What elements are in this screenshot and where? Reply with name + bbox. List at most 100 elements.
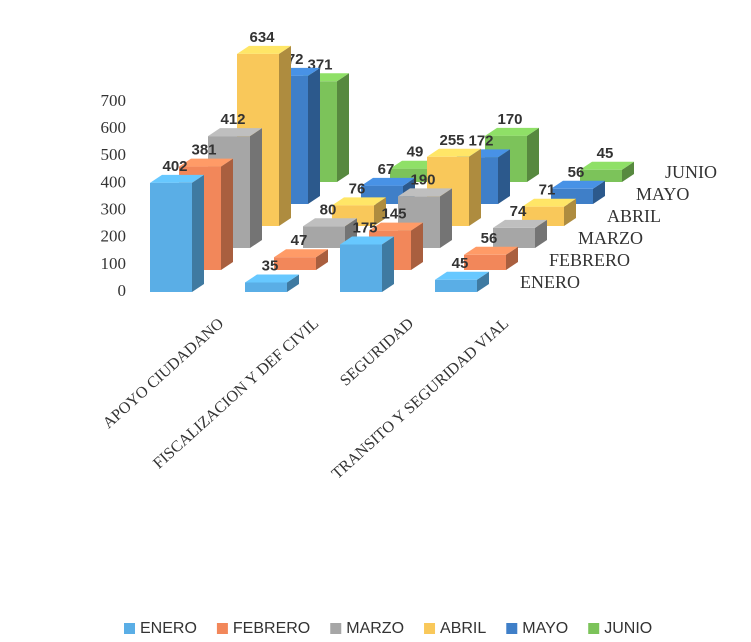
bar-side: [498, 149, 510, 204]
bar-side: [440, 188, 452, 248]
legend-swatch: [588, 623, 600, 634]
y-tick-label: 100: [101, 254, 127, 273]
bar-side: [308, 67, 320, 204]
bar-side: [221, 158, 233, 270]
y-tick-label: 300: [101, 199, 127, 218]
bar: [340, 244, 382, 292]
value-label: 71: [539, 182, 556, 199]
bar-side: [411, 222, 423, 270]
bar-side: [192, 174, 204, 292]
value-label: 145: [381, 206, 406, 223]
depth-label: JUNIO: [665, 162, 717, 182]
bar-top: [493, 219, 547, 228]
y-tick-label: 0: [118, 281, 127, 300]
value-label: 45: [452, 255, 469, 272]
bar-side: [622, 161, 634, 182]
bar-side: [469, 148, 481, 226]
depth-label: MARZO: [578, 228, 643, 248]
y-tick-label: 500: [101, 145, 127, 164]
depth-label: ABRIL: [607, 206, 661, 226]
bar-top: [245, 274, 299, 283]
value-label: 381: [191, 142, 216, 159]
legend-swatch: [124, 623, 135, 634]
value-label: 190: [410, 171, 435, 188]
bar: [464, 254, 506, 270]
value-label: 67: [378, 161, 395, 178]
legend-swatch: [506, 623, 518, 634]
bar-side: [374, 197, 386, 226]
bar-top: [150, 174, 204, 183]
depth-label: FEBRERO: [549, 250, 630, 270]
depth-label: ENERO: [520, 272, 580, 292]
depth-label: MAYO: [636, 184, 689, 204]
bar-top: [332, 197, 386, 206]
bar-side: [250, 128, 262, 248]
bar-side: [477, 271, 489, 292]
y-tick-label: 400: [101, 172, 127, 191]
legend-label: MAYO: [522, 620, 568, 637]
value-label: 80: [320, 201, 337, 218]
bar-top: [303, 218, 357, 227]
bar-side: [535, 219, 547, 248]
legend-label: MARZO: [346, 620, 404, 637]
value-label: 56: [568, 164, 585, 181]
value-label: 170: [497, 111, 522, 128]
legend-label: ENERO: [140, 620, 197, 637]
bar: [245, 282, 287, 292]
value-label: 74: [510, 203, 527, 220]
bar-top: [398, 188, 452, 197]
bar: [435, 279, 477, 292]
value-label: 45: [597, 145, 614, 162]
bar: [493, 227, 535, 248]
bar-side: [593, 180, 605, 204]
value-label: 402: [162, 158, 187, 175]
value-label: 35: [262, 257, 279, 274]
bar-top: [485, 127, 539, 136]
legend-label: FEBRERO: [233, 620, 310, 637]
value-label: 56: [481, 230, 498, 247]
value-label: 49: [407, 144, 424, 161]
bar-top: [208, 128, 262, 137]
legend-swatch: [424, 623, 436, 634]
legend-swatch: [216, 623, 228, 634]
legend-swatch: [330, 623, 342, 634]
bar-side: [287, 274, 299, 292]
x-tick-label: TRANSITO Y SEGURIDAD VIAL: [329, 315, 512, 483]
x-tick-label: FISCALIZACION Y DEF CIVIL: [150, 315, 322, 472]
bar: [274, 257, 316, 270]
bar-top: [274, 249, 328, 258]
bar-side: [382, 236, 394, 292]
bar-top: [427, 148, 481, 157]
bar-side: [279, 45, 291, 226]
value-label: 172: [468, 132, 493, 149]
bar: [580, 169, 622, 182]
bar-top: [237, 45, 291, 54]
bar-side: [527, 127, 539, 182]
y-tick-label: 600: [101, 118, 127, 137]
value-label: 412: [220, 111, 245, 128]
value-label: 634: [249, 29, 275, 46]
value-label: 255: [439, 132, 464, 149]
bar-side: [316, 249, 328, 270]
value-label: 175: [352, 219, 377, 236]
legend-label: JUNIO: [604, 620, 652, 637]
bar-top: [464, 246, 518, 255]
legend-label: ABRIL: [440, 620, 486, 637]
bar-side: [506, 246, 518, 270]
bar-top: [179, 158, 233, 167]
bar-top: [551, 180, 605, 189]
bar-top: [369, 222, 423, 231]
x-tick-label: SEGURIDAD: [337, 315, 417, 389]
value-label: 76: [349, 180, 366, 197]
y-tick-label: 700: [101, 91, 127, 110]
value-label: 47: [291, 232, 308, 249]
bar: [150, 182, 192, 292]
bar-top: [522, 198, 576, 207]
bar-top: [361, 177, 415, 186]
y-tick-label: 200: [101, 227, 127, 246]
bar-side: [564, 198, 576, 226]
bar: [303, 226, 345, 248]
bar-top: [435, 271, 489, 280]
bar-top: [580, 161, 634, 170]
